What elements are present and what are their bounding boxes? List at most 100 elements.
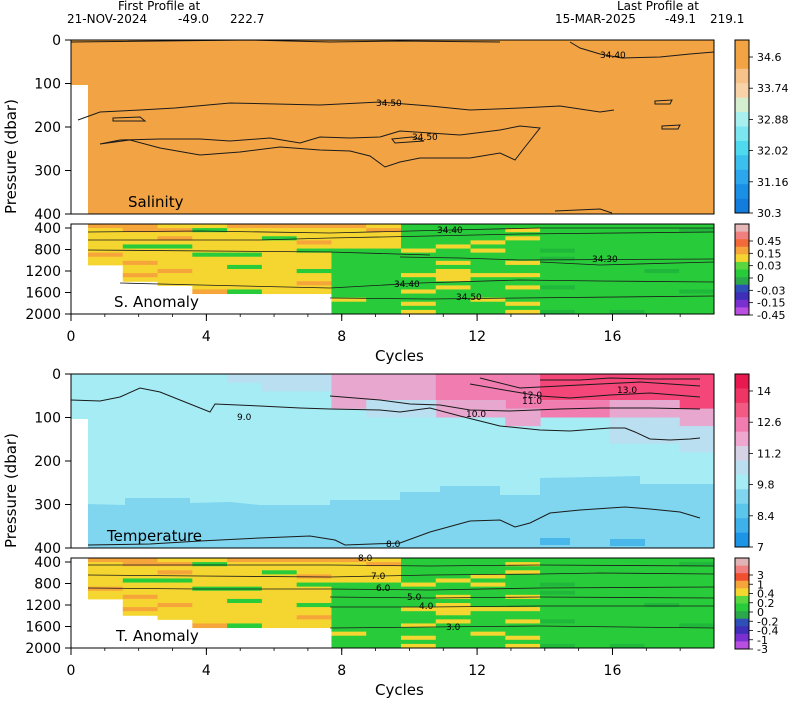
- anomaly-cell: [227, 252, 263, 258]
- anomaly-cell: [366, 611, 402, 616]
- temperature-anomaly-contour-label: 3.0: [446, 623, 461, 633]
- anomaly-cell: [574, 586, 611, 592]
- anomaly-cell: [540, 305, 576, 311]
- anomaly-cell: [505, 297, 541, 303]
- anomaly-cell: [679, 639, 715, 645]
- anomaly-cell: [401, 289, 437, 295]
- anomaly-cell: [609, 590, 645, 596]
- anomaly-cell: [261, 623, 298, 629]
- anomaly-cell: [679, 289, 715, 295]
- anomaly-cell: [679, 309, 715, 315]
- y-tick-label: 2000: [25, 307, 61, 323]
- anomaly-cell: [401, 297, 437, 303]
- anomaly-cell: [679, 240, 715, 245]
- anomaly-cell: [366, 603, 402, 608]
- anomaly-cell: [227, 598, 263, 604]
- anomaly-cell: [331, 224, 367, 229]
- anomaly-cell: [227, 289, 263, 295]
- anomaly-cell: [401, 305, 437, 311]
- temperature-cell: [679, 374, 715, 409]
- colorbar-swatch: [735, 417, 749, 432]
- anomaly-cell: [366, 619, 402, 624]
- anomaly-cell: [331, 631, 367, 637]
- colorbar-swatch: [735, 446, 749, 461]
- anomaly-cell: [122, 574, 159, 579]
- anomaly-cell: [88, 558, 124, 563]
- anomaly-cell: [192, 289, 228, 295]
- anomaly-cell: [331, 285, 367, 290]
- anomaly-cell: [679, 570, 715, 575]
- anomaly-cell: [540, 590, 576, 596]
- anomaly-cell: [401, 232, 437, 237]
- anomaly-cell: [122, 269, 159, 274]
- temperature-y-axis: 0 100 200 300 400: [34, 367, 71, 557]
- colorbar-label: 14: [757, 385, 771, 398]
- anomaly-cell: [644, 240, 680, 245]
- anomaly-cell: [574, 578, 611, 584]
- anomaly-cell: [157, 228, 193, 233]
- temperature-anomaly-y-axis: 400 800 1200 1600 2000: [25, 555, 71, 657]
- anomaly-cell: [574, 264, 611, 270]
- anomaly-cell: [366, 627, 402, 633]
- anomaly-cell: [296, 611, 332, 616]
- anomaly-cell: [157, 252, 193, 258]
- anomaly-cell: [435, 260, 472, 266]
- anomaly-cell: [679, 603, 715, 608]
- anomaly-cell: [609, 244, 645, 250]
- temperature-anomaly-contour-label: 7.0: [371, 572, 386, 582]
- anomaly-cell: [331, 643, 367, 649]
- anomaly-cell: [435, 281, 472, 286]
- anomaly-cell: [644, 627, 680, 633]
- anomaly-cell: [505, 627, 541, 633]
- anomaly-cell: [505, 252, 541, 258]
- anomaly-cell: [505, 598, 541, 604]
- anomaly-cell: [609, 236, 645, 241]
- anomaly-cell: [679, 598, 715, 604]
- colorbar-swatch: [735, 277, 749, 285]
- anomaly-cell: [261, 244, 298, 250]
- colorbar-swatch: [735, 374, 749, 389]
- anomaly-cell: [609, 598, 645, 604]
- colorbar-swatch: [735, 97, 749, 113]
- anomaly-cell: [261, 590, 298, 596]
- anomaly-cell: [574, 236, 611, 241]
- anomaly-cell: [401, 273, 437, 278]
- anomaly-cell: [609, 603, 645, 608]
- anomaly-cell: [192, 236, 228, 241]
- anomaly-cell: [157, 594, 193, 600]
- temperature-cell: [470, 400, 506, 418]
- y-tick-label: 400: [34, 207, 61, 223]
- anomaly-cell: [574, 619, 611, 624]
- anomaly-cell: [540, 281, 576, 286]
- anomaly-cell: [609, 582, 645, 588]
- anomaly-cell: [644, 586, 680, 592]
- anomaly-cell: [540, 252, 576, 258]
- anomaly-cell: [261, 615, 298, 620]
- anomaly-cell: [331, 289, 367, 295]
- anomaly-cell: [401, 309, 437, 315]
- y-tick-label: 200: [34, 120, 61, 136]
- temperature-panel: 9.0 10.0 11.0 12.0 13.0 8.0 Temperature …: [2, 367, 715, 557]
- temperature-anomaly-contour: [87, 564, 715, 629]
- anomaly-cell: [609, 252, 645, 258]
- colorbar-swatch: [735, 518, 749, 533]
- anomaly-cell: [261, 264, 298, 270]
- anomaly-cell: [644, 639, 680, 645]
- anomaly-cell: [505, 269, 541, 274]
- anomaly-cell: [470, 639, 506, 645]
- colorbar-swatch: [735, 580, 749, 589]
- anomaly-cell: [192, 574, 228, 579]
- x-axis-bottom: 0 4 8 12 16: [67, 648, 681, 679]
- x-tick-label: 0: [67, 663, 76, 679]
- anomaly-cell: [435, 643, 472, 649]
- anomaly-cell: [470, 260, 506, 266]
- anomaly-cell: [261, 619, 298, 624]
- colorbar-swatch: [735, 611, 749, 619]
- anomaly-cell: [331, 264, 367, 270]
- anomaly-cell: [227, 273, 263, 278]
- anomaly-cell: [366, 232, 402, 237]
- anomaly-cell: [366, 277, 402, 282]
- anomaly-cell: [296, 562, 332, 567]
- anomaly-cell: [331, 228, 367, 233]
- anomaly-cell: [574, 281, 611, 286]
